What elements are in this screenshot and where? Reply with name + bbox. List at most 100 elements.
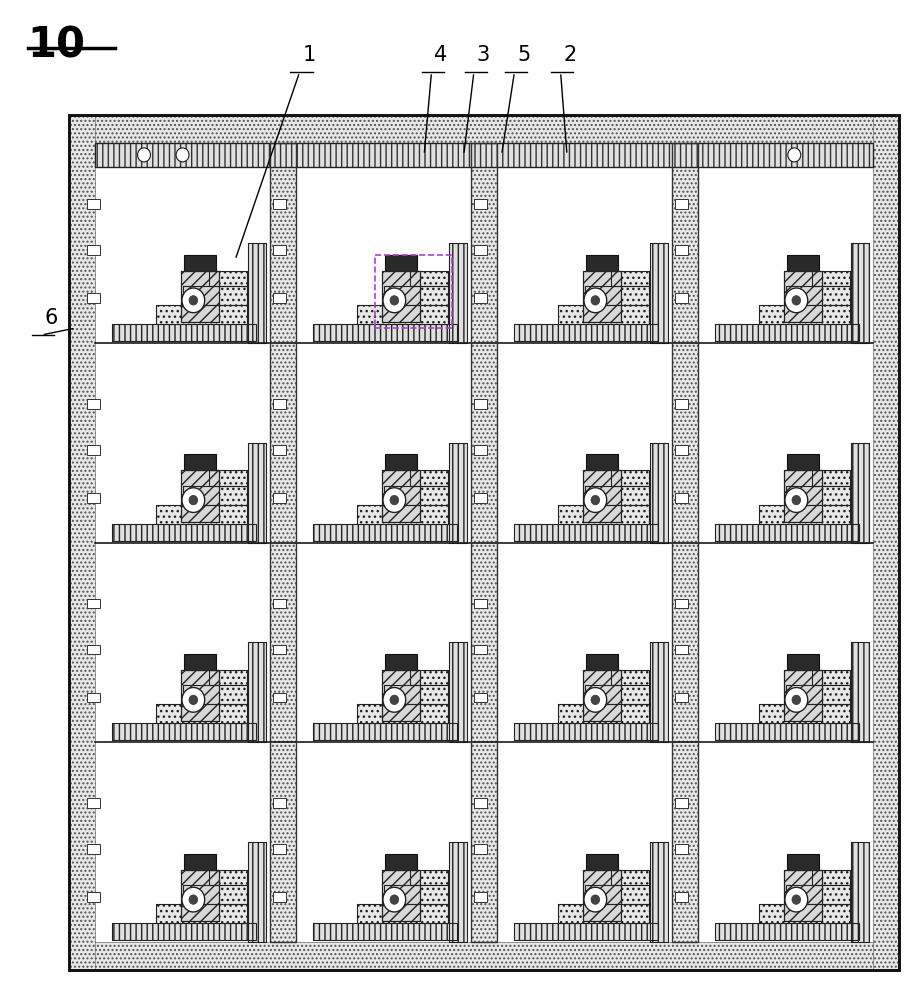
Bar bbox=[698, 742, 873, 942]
Bar bbox=[715, 324, 859, 341]
Bar bbox=[357, 704, 448, 723]
Bar bbox=[313, 923, 457, 940]
Bar bbox=[184, 454, 216, 470]
Bar bbox=[650, 243, 668, 343]
Bar bbox=[715, 923, 859, 940]
Bar bbox=[675, 445, 688, 455]
Bar bbox=[382, 470, 420, 522]
Bar bbox=[409, 470, 448, 486]
Bar bbox=[248, 243, 266, 343]
Bar bbox=[650, 842, 668, 942]
Bar bbox=[474, 645, 487, 654]
Bar bbox=[851, 842, 869, 942]
Bar bbox=[449, 642, 467, 742]
Bar bbox=[156, 704, 247, 723]
Bar bbox=[112, 723, 256, 740]
Bar bbox=[313, 524, 457, 541]
Bar bbox=[675, 245, 688, 255]
Bar bbox=[558, 505, 649, 524]
Bar bbox=[248, 842, 266, 942]
Bar bbox=[385, 454, 417, 470]
Bar bbox=[384, 885, 448, 904]
Bar bbox=[183, 685, 247, 704]
Bar bbox=[474, 493, 487, 503]
Bar bbox=[583, 470, 621, 522]
Bar bbox=[208, 870, 247, 885]
Bar bbox=[384, 885, 448, 904]
Bar bbox=[88, 892, 100, 902]
Bar bbox=[611, 670, 649, 685]
Bar bbox=[675, 493, 688, 503]
Bar bbox=[474, 199, 487, 209]
Bar bbox=[95, 143, 873, 167]
Bar bbox=[208, 271, 247, 286]
Bar bbox=[558, 904, 649, 923]
Bar bbox=[156, 305, 247, 324]
Bar bbox=[811, 670, 850, 685]
Circle shape bbox=[383, 887, 406, 912]
Bar bbox=[675, 645, 688, 654]
Bar bbox=[357, 505, 448, 524]
Bar bbox=[69, 942, 899, 970]
Circle shape bbox=[591, 695, 599, 705]
Bar bbox=[382, 271, 420, 322]
Bar bbox=[611, 271, 649, 286]
Bar bbox=[183, 885, 247, 904]
Bar bbox=[786, 486, 850, 505]
Bar bbox=[787, 854, 819, 870]
Bar bbox=[208, 670, 247, 685]
Bar bbox=[273, 645, 286, 654]
Bar bbox=[95, 143, 270, 343]
Bar bbox=[586, 854, 618, 870]
Bar bbox=[474, 399, 487, 409]
Bar bbox=[384, 685, 448, 704]
Bar bbox=[759, 904, 850, 923]
Bar bbox=[183, 685, 247, 704]
Circle shape bbox=[383, 488, 406, 512]
Circle shape bbox=[584, 288, 607, 313]
Bar bbox=[514, 923, 658, 940]
Bar bbox=[156, 904, 247, 923]
Bar bbox=[385, 255, 417, 271]
Bar bbox=[585, 486, 649, 505]
Bar bbox=[273, 199, 286, 209]
Bar bbox=[558, 904, 649, 923]
Bar bbox=[156, 505, 247, 524]
Bar bbox=[208, 670, 247, 685]
Bar bbox=[558, 305, 649, 324]
Bar bbox=[313, 723, 457, 740]
Circle shape bbox=[383, 688, 406, 712]
Circle shape bbox=[182, 288, 205, 313]
Bar bbox=[449, 842, 467, 942]
Bar bbox=[784, 271, 822, 322]
Bar bbox=[112, 723, 256, 740]
Bar bbox=[183, 286, 247, 305]
Circle shape bbox=[591, 296, 599, 305]
Bar bbox=[759, 904, 850, 923]
Bar bbox=[88, 645, 100, 654]
Bar bbox=[514, 923, 658, 940]
Bar bbox=[851, 443, 869, 542]
Bar bbox=[208, 470, 247, 486]
Bar bbox=[409, 470, 448, 486]
Bar bbox=[88, 693, 100, 702]
Bar bbox=[787, 654, 819, 670]
Bar bbox=[382, 670, 420, 721]
Bar bbox=[208, 271, 247, 286]
Bar bbox=[248, 443, 266, 542]
Bar bbox=[296, 343, 471, 542]
Bar bbox=[497, 742, 672, 942]
Bar bbox=[313, 524, 457, 541]
Bar bbox=[675, 798, 688, 808]
Bar bbox=[181, 470, 219, 522]
Bar bbox=[112, 524, 256, 541]
Bar bbox=[474, 293, 487, 303]
Bar bbox=[583, 870, 621, 921]
Bar bbox=[611, 271, 649, 286]
Bar bbox=[248, 842, 266, 942]
Bar bbox=[273, 445, 286, 455]
Bar bbox=[112, 923, 256, 940]
Circle shape bbox=[584, 488, 607, 512]
Bar bbox=[675, 293, 688, 303]
Bar bbox=[270, 143, 296, 942]
